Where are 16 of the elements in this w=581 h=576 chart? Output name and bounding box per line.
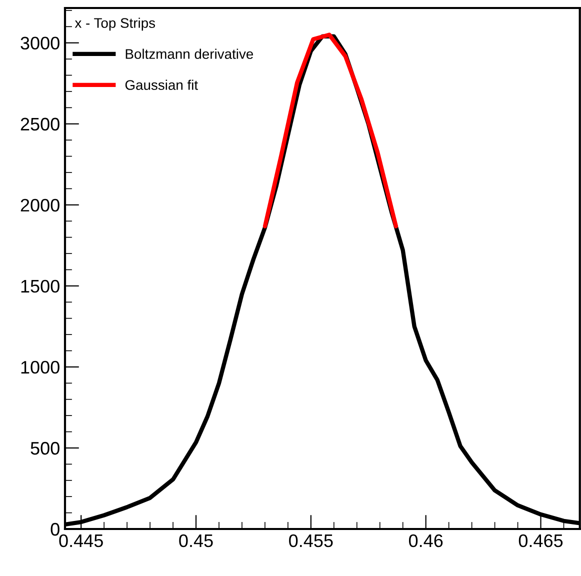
x-tick-label: 0.445 bbox=[59, 534, 103, 548]
legend-title: x - Top Strips bbox=[74, 18, 156, 31]
legend-label: Boltzmann derivative bbox=[126, 48, 254, 59]
y-tick-label: 3000 bbox=[20, 36, 60, 50]
line-series bbox=[262, 32, 398, 228]
x-tick-label: 0.465 bbox=[518, 534, 563, 548]
x-tick-label: 0.455 bbox=[289, 534, 333, 548]
x-tick-label: 0.45 bbox=[179, 534, 213, 548]
y-tick-label: 0 bbox=[50, 522, 60, 536]
y-tick-label: 2000 bbox=[20, 198, 60, 212]
legend-label: Gaussian fit bbox=[125, 80, 198, 90]
y-tick-label: 500 bbox=[30, 442, 60, 455]
y-tick-label: 2500 bbox=[20, 118, 60, 131]
y-tick-label: 1500 bbox=[21, 280, 60, 293]
x-tick-label: 0.46 bbox=[408, 534, 443, 548]
y-tick-label: 1000 bbox=[21, 360, 60, 374]
